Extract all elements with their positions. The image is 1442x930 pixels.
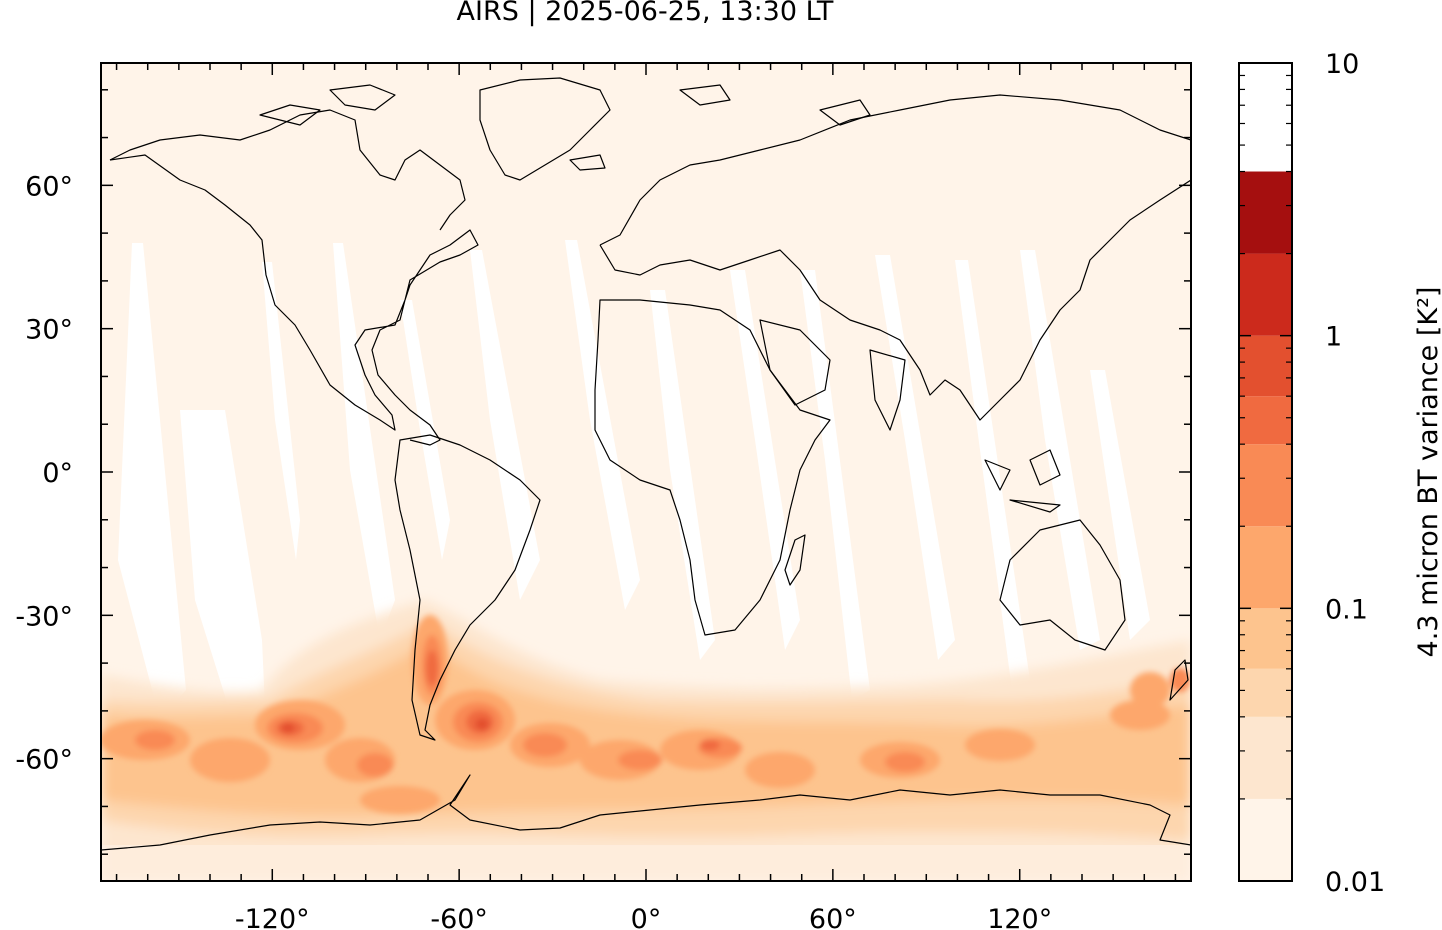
x-tick-label: -120° xyxy=(235,904,310,930)
colorbar-band xyxy=(1239,798,1292,881)
colorbar-band xyxy=(1239,608,1292,669)
map-tick-labels: -120° -60° 0° 60° 120° 60° 30° 0° -30° -60° xyxy=(15,171,1052,930)
colorbar-band xyxy=(1239,444,1292,527)
figure-title: AIRS | 2025-06-25, 13:30 LT xyxy=(456,0,834,27)
y-tick-label: 0° xyxy=(42,458,73,489)
x-tick-label: 60° xyxy=(809,904,857,930)
x-tick-label: -60° xyxy=(430,904,488,930)
y-tick-label: 30° xyxy=(25,315,73,346)
colorbar-ticks xyxy=(1239,62,1292,882)
colorbar-tick-label: 0.1 xyxy=(1325,594,1368,625)
colorbar-tick-label: 0.01 xyxy=(1325,867,1385,898)
y-tick-label: -60° xyxy=(15,745,73,776)
map-ticks xyxy=(101,63,1191,881)
colorbar-bands xyxy=(1239,171,1292,881)
colorbar-tick-label: 10 xyxy=(1325,49,1359,80)
colorbar-label: 4.3 micron BT variance [K²] xyxy=(1413,287,1442,658)
map-panel xyxy=(101,63,1191,881)
colorbar: 10 1 0.1 0.01 4.3 micron BT variance [K²] xyxy=(1238,49,1442,898)
colorbar-band xyxy=(1239,526,1292,609)
y-tick-label: 60° xyxy=(25,171,73,202)
colorbar-band xyxy=(1239,396,1292,445)
colorbar-band xyxy=(1239,335,1292,397)
colorbar-band xyxy=(1239,668,1292,717)
colorbar-frame xyxy=(1238,62,1293,882)
colorbar-band xyxy=(1239,716,1292,799)
colorbar-tick-labels: 10 1 0.1 0.01 xyxy=(1325,49,1385,898)
colorbar-tick-label: 1 xyxy=(1325,322,1342,353)
y-tick-label: -30° xyxy=(15,601,73,632)
x-tick-label: 120° xyxy=(987,904,1052,930)
coastlines xyxy=(101,77,1191,851)
x-tick-label: 0° xyxy=(631,904,662,930)
colorbar-band xyxy=(1239,253,1292,336)
colorbar-band xyxy=(1239,171,1292,254)
variance-field xyxy=(101,600,1191,881)
